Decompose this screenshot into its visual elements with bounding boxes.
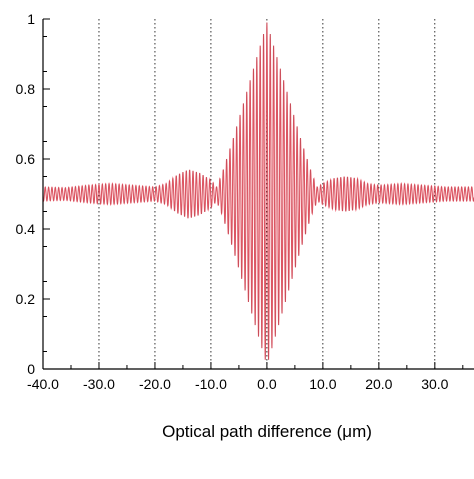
x-tick-label: 0.0 <box>257 376 277 392</box>
x-tick-label: 30.0 <box>421 376 448 392</box>
x-tick-label: 20.0 <box>365 376 392 392</box>
series-line <box>42 22 474 360</box>
x-tick-label: -40.0 <box>27 376 59 392</box>
y-tick-label: 1 <box>27 11 35 27</box>
series-layer <box>42 22 474 360</box>
y-tick-label: 0.4 <box>16 221 36 237</box>
y-tick-label: 0.2 <box>16 291 36 307</box>
x-tick-label: -30.0 <box>83 376 115 392</box>
x-tick-label: 10.0 <box>309 376 336 392</box>
x-tick-label: -20.0 <box>139 376 171 392</box>
y-tick-label: 0.6 <box>16 151 36 167</box>
series-line-edge <box>42 22 474 360</box>
y-tick-label: 0 <box>27 361 35 377</box>
x-axis-title: Optical path difference (μm) <box>162 422 372 441</box>
tick-label-layer: 0 0.2 0.4 0.6 0.8 1 -40.0 -30.0 -20.0 -10.0 0.0 10.… <box>16 11 449 392</box>
y-tick-label: 0.8 <box>16 81 36 97</box>
x-tick-label: -10.0 <box>195 376 227 392</box>
axes-layer <box>42 18 474 370</box>
